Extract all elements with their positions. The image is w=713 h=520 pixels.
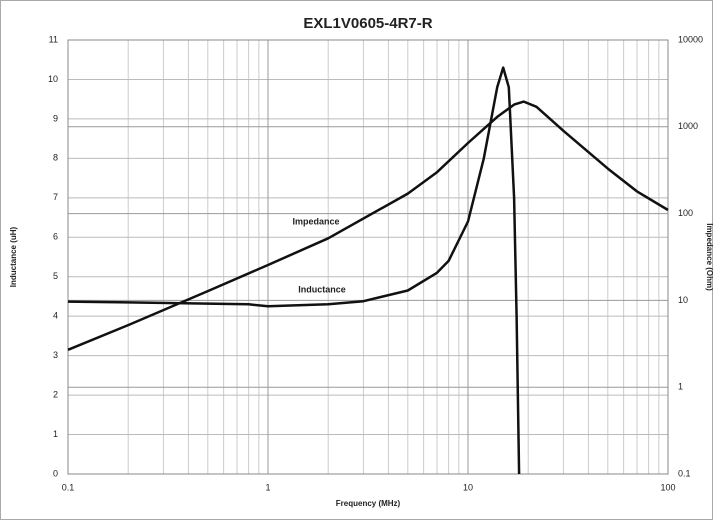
y-tick-label: 9 [53, 113, 58, 123]
y-tick-label: 6 [53, 232, 58, 242]
x-tick-label: 100 [660, 482, 675, 492]
y2-tick-label: 1 [678, 382, 683, 392]
y-tick-label: 2 [53, 389, 58, 399]
y-tick-label: 5 [53, 271, 58, 281]
x-axis-label: Frequency (MHz) [336, 499, 401, 508]
y-axis-label: Inductance (uH) [9, 226, 18, 287]
y-tick-label: 7 [53, 192, 58, 202]
y-tick-label: 0 [53, 468, 58, 478]
line [67, 66, 521, 475]
y2-tick-label: 0.1 [678, 468, 691, 478]
y2-tick-label: 10 [678, 295, 688, 305]
annotation: Impedance [292, 216, 339, 226]
y2-axis-label: Impedance (Ohm) [705, 223, 713, 291]
y-tick-label: 3 [53, 350, 58, 360]
y2-tick-label: 100 [678, 208, 693, 218]
annotation: Inductance [298, 284, 346, 294]
y2-tick-label: 1000 [678, 121, 698, 131]
y-tick-label: 1 [53, 429, 58, 439]
y-tick-label: 11 [49, 34, 58, 44]
chart-title: EXL1V0605-4R7-R [303, 15, 432, 32]
y-tick-label: 10 [48, 74, 58, 84]
line [67, 100, 669, 351]
x-tick-label: 1 [265, 482, 270, 492]
x-tick-label: 10 [463, 482, 473, 492]
y-tick-label: 8 [53, 153, 58, 163]
y2-tick-label: 10000 [678, 34, 703, 44]
y-tick-label: 4 [53, 311, 58, 321]
x-tick-label: 0.1 [62, 482, 75, 492]
plot-border [67, 39, 669, 475]
